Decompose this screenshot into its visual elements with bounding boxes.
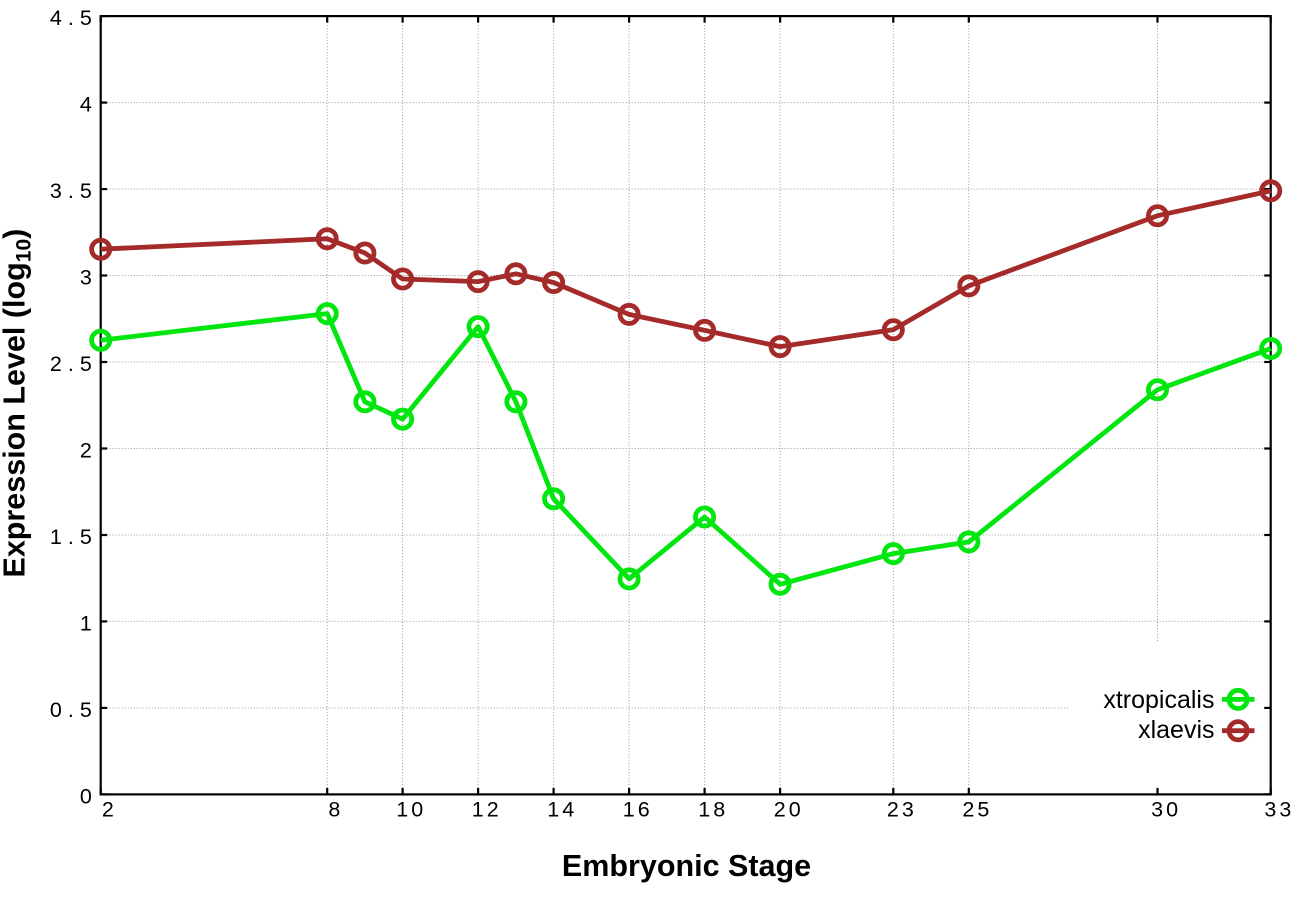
svg-text:2.5: 2.5 <box>50 352 92 376</box>
svg-text:14: 14 <box>547 798 574 822</box>
svg-text:2: 2 <box>80 438 92 462</box>
svg-text:1.5: 1.5 <box>50 525 92 549</box>
svg-text:23: 23 <box>887 798 914 822</box>
svg-text:10: 10 <box>396 798 423 822</box>
svg-text:Expression Level (log10): Expression Level (log10) <box>0 229 36 578</box>
svg-text:20: 20 <box>774 798 801 822</box>
svg-text:25: 25 <box>962 798 989 822</box>
svg-text:1: 1 <box>80 611 92 635</box>
svg-text:xlaevis: xlaevis <box>1138 716 1214 744</box>
svg-text:8: 8 <box>328 798 340 822</box>
svg-text:3.5: 3.5 <box>50 179 92 203</box>
svg-text:3: 3 <box>80 265 92 289</box>
svg-text:16: 16 <box>623 798 650 822</box>
svg-text:4: 4 <box>80 93 92 117</box>
svg-text:0.5: 0.5 <box>50 698 92 722</box>
svg-text:2: 2 <box>102 798 114 822</box>
svg-text:12: 12 <box>472 798 499 822</box>
svg-text:33: 33 <box>1264 798 1291 822</box>
svg-text:30: 30 <box>1151 798 1178 822</box>
svg-text:Embryonic Stage: Embryonic Stage <box>562 849 811 883</box>
svg-text:0: 0 <box>80 784 92 808</box>
svg-text:xtropicalis: xtropicalis <box>1103 686 1214 714</box>
svg-text:4.5: 4.5 <box>50 6 92 30</box>
svg-text:18: 18 <box>698 798 725 822</box>
